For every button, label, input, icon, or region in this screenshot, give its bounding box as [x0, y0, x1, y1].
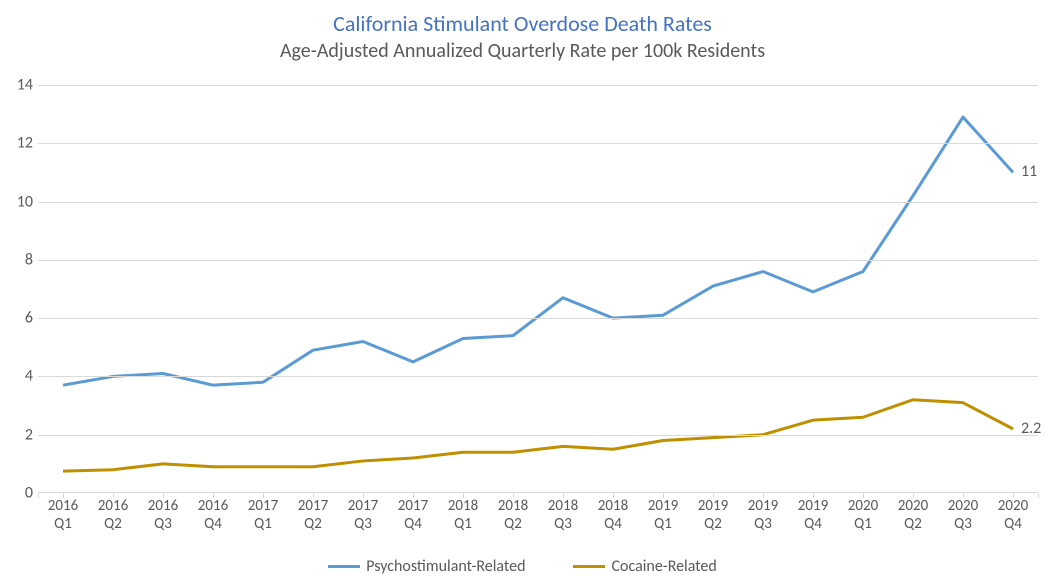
chart-container: California Stimulant Overdose Death Rate…	[0, 0, 1045, 588]
series-end-label: 2.2	[1021, 419, 1041, 438]
series-end-label: 11	[1021, 162, 1037, 181]
y-tick-label: 6	[5, 309, 33, 328]
legend-label: Cocaine-Related	[611, 557, 716, 576]
y-tick-label: 14	[5, 76, 33, 95]
x-tick-label: 2020Q1	[838, 497, 888, 533]
legend: Psychostimulant-Related Cocaine-Related	[0, 554, 1045, 576]
gridline	[38, 376, 1038, 377]
x-tick-label: 2020Q4	[988, 497, 1038, 533]
x-tick-label: 2016Q1	[38, 497, 88, 533]
y-tick-label: 10	[5, 192, 33, 211]
series-line	[63, 117, 1013, 385]
legend-item: Cocaine-Related	[573, 557, 716, 576]
plot-area	[38, 85, 1038, 493]
gridline	[38, 202, 1038, 203]
chart-subtitle: Age-Adjusted Annualized Quarterly Rate p…	[0, 39, 1045, 63]
y-tick-label: 4	[5, 367, 33, 386]
legend-item: Psychostimulant-Related	[328, 557, 525, 576]
gridline	[38, 435, 1038, 436]
legend-swatch	[573, 565, 605, 568]
x-axis-line	[38, 492, 1038, 493]
y-tick-label: 2	[5, 425, 33, 444]
line-svg	[38, 85, 1038, 493]
gridline	[38, 260, 1038, 261]
x-tick-label: 2016Q3	[138, 497, 188, 533]
x-tick-label: 2019Q3	[738, 497, 788, 533]
x-tick-label: 2018Q4	[588, 497, 638, 533]
x-tick-label: 2018Q3	[538, 497, 588, 533]
x-tick-label: 2018Q2	[488, 497, 538, 533]
legend-swatch	[328, 565, 360, 568]
x-axis-labels: 2016Q12016Q22016Q32016Q42017Q12017Q22017…	[38, 497, 1038, 541]
x-tick-label: 2017Q3	[338, 497, 388, 533]
x-tick-label: 2017Q4	[388, 497, 438, 533]
x-tick-label: 2016Q2	[88, 497, 138, 533]
x-tick-label: 2017Q1	[238, 497, 288, 533]
x-tick-label: 2016Q4	[188, 497, 238, 533]
legend-label: Psychostimulant-Related	[366, 557, 525, 576]
x-tick-label: 2019Q1	[638, 497, 688, 533]
x-tick-label: 2020Q3	[938, 497, 988, 533]
x-tick-label: 2020Q2	[888, 497, 938, 533]
y-tick-label: 0	[5, 484, 33, 503]
gridline	[38, 85, 1038, 86]
y-tick-label: 12	[5, 134, 33, 153]
gridline	[38, 318, 1038, 319]
x-tick	[1038, 493, 1039, 498]
chart-title: California Stimulant Overdose Death Rate…	[0, 0, 1045, 37]
x-tick-label: 2019Q4	[788, 497, 838, 533]
gridline	[38, 143, 1038, 144]
x-tick-label: 2017Q2	[288, 497, 338, 533]
y-tick-label: 8	[5, 250, 33, 269]
x-tick-label: 2019Q2	[688, 497, 738, 533]
x-tick-label: 2018Q1	[438, 497, 488, 533]
